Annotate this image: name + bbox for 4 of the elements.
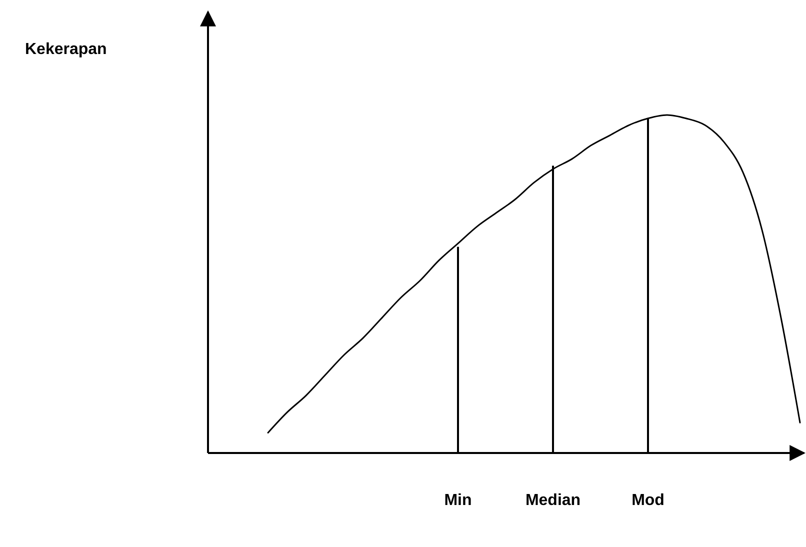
- x-tick-label: Min: [444, 492, 472, 509]
- text: Kekerapan: [25, 41, 107, 58]
- x-tick-label: Median: [525, 492, 581, 509]
- x-tick-label: Mod: [632, 492, 664, 509]
